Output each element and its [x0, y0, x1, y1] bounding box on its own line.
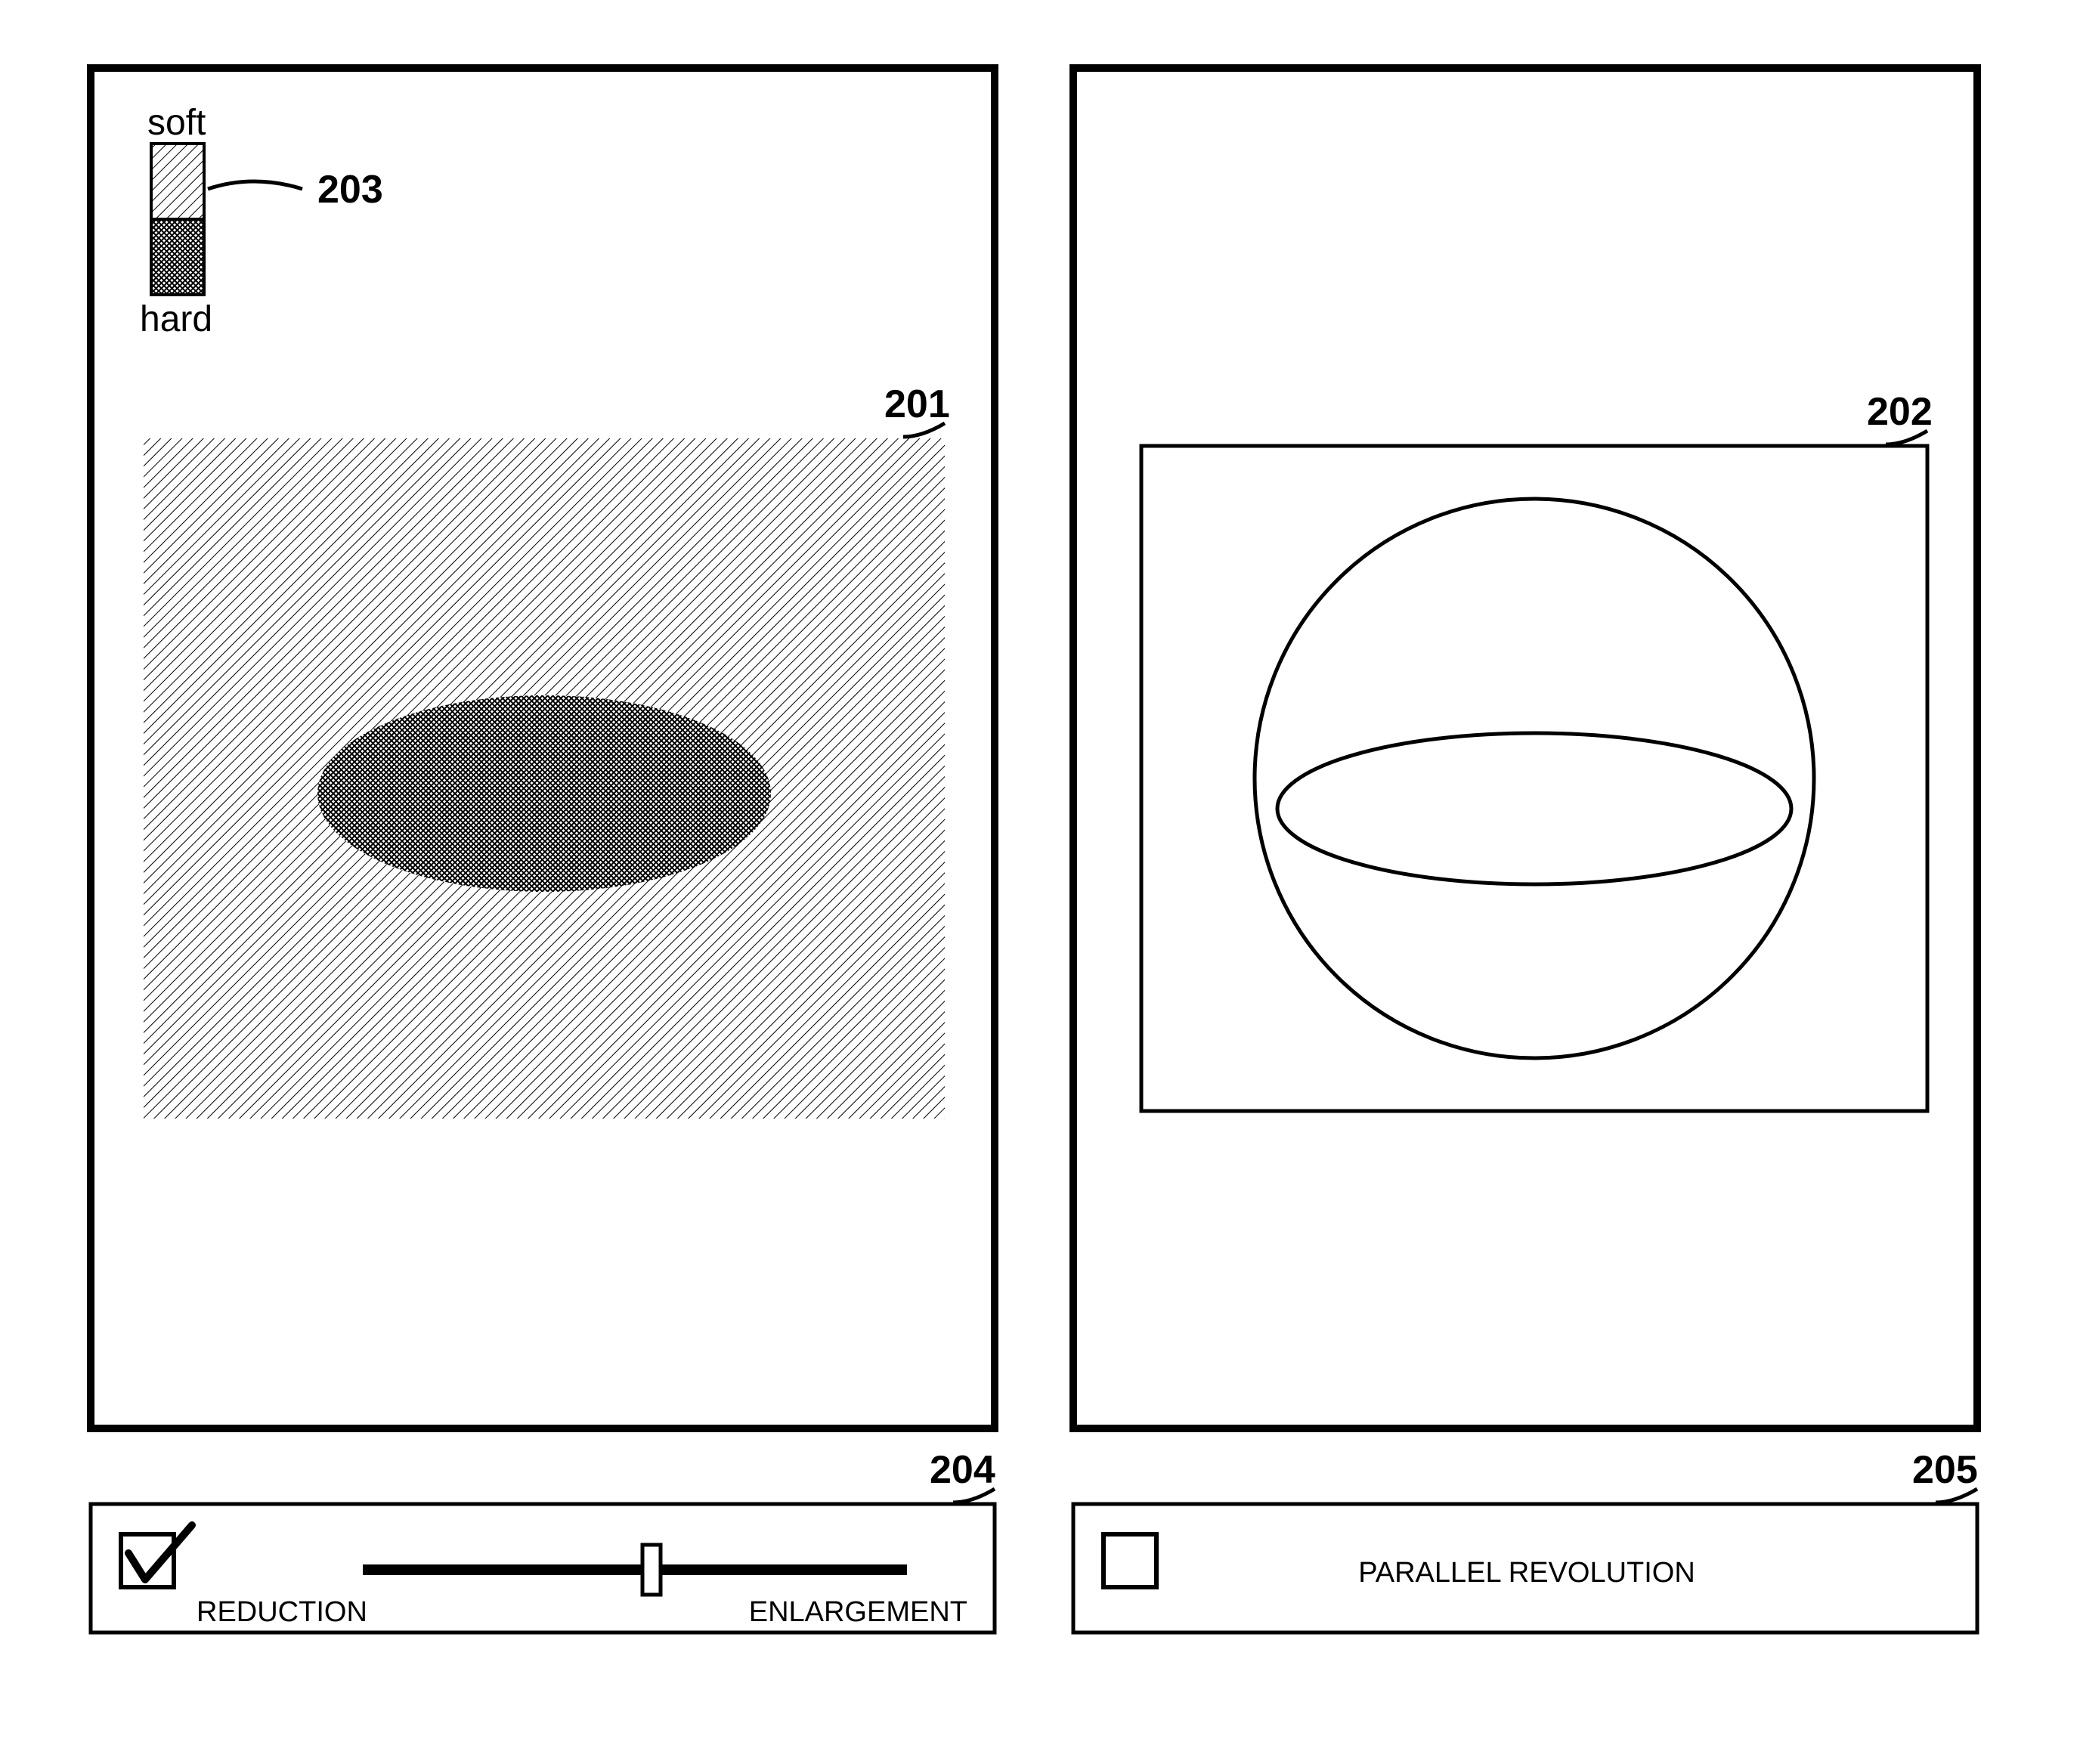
slider-thumb[interactable]	[642, 1545, 661, 1595]
parallel-revolution-label: PARALLEL REVOLUTION	[1358, 1557, 1695, 1589]
parallel-revolution-box: PARALLEL REVOLUTION 205	[1073, 1448, 1978, 1632]
right-panel: 202	[1073, 68, 1977, 1428]
ref-label-204: 204	[930, 1448, 995, 1492]
enlargement-label: ENLARGEMENT	[749, 1596, 967, 1628]
hard-region-ellipse	[317, 695, 771, 892]
parallel-checkbox[interactable]	[1103, 1534, 1156, 1587]
elasticity-image	[144, 438, 945, 1119]
scale-control-box: REDUCTION ENLARGEMENT 204	[91, 1448, 995, 1632]
legend-hard-swatch	[151, 219, 204, 295]
legend-soft-swatch	[151, 144, 204, 219]
legend-hard-label: hard	[140, 299, 212, 339]
slider-track	[363, 1564, 907, 1575]
legend-soft-label: soft	[147, 103, 206, 143]
left-panel: 201 soft hard 203	[91, 68, 995, 1428]
ref-label-202: 202	[1867, 390, 1933, 434]
reduction-label: REDUCTION	[197, 1596, 367, 1628]
ref-label-203: 203	[317, 168, 383, 212]
ref-label-205: 205	[1912, 1448, 1978, 1492]
volume-image-frame	[1141, 446, 1927, 1111]
ref-label-201: 201	[884, 382, 950, 426]
